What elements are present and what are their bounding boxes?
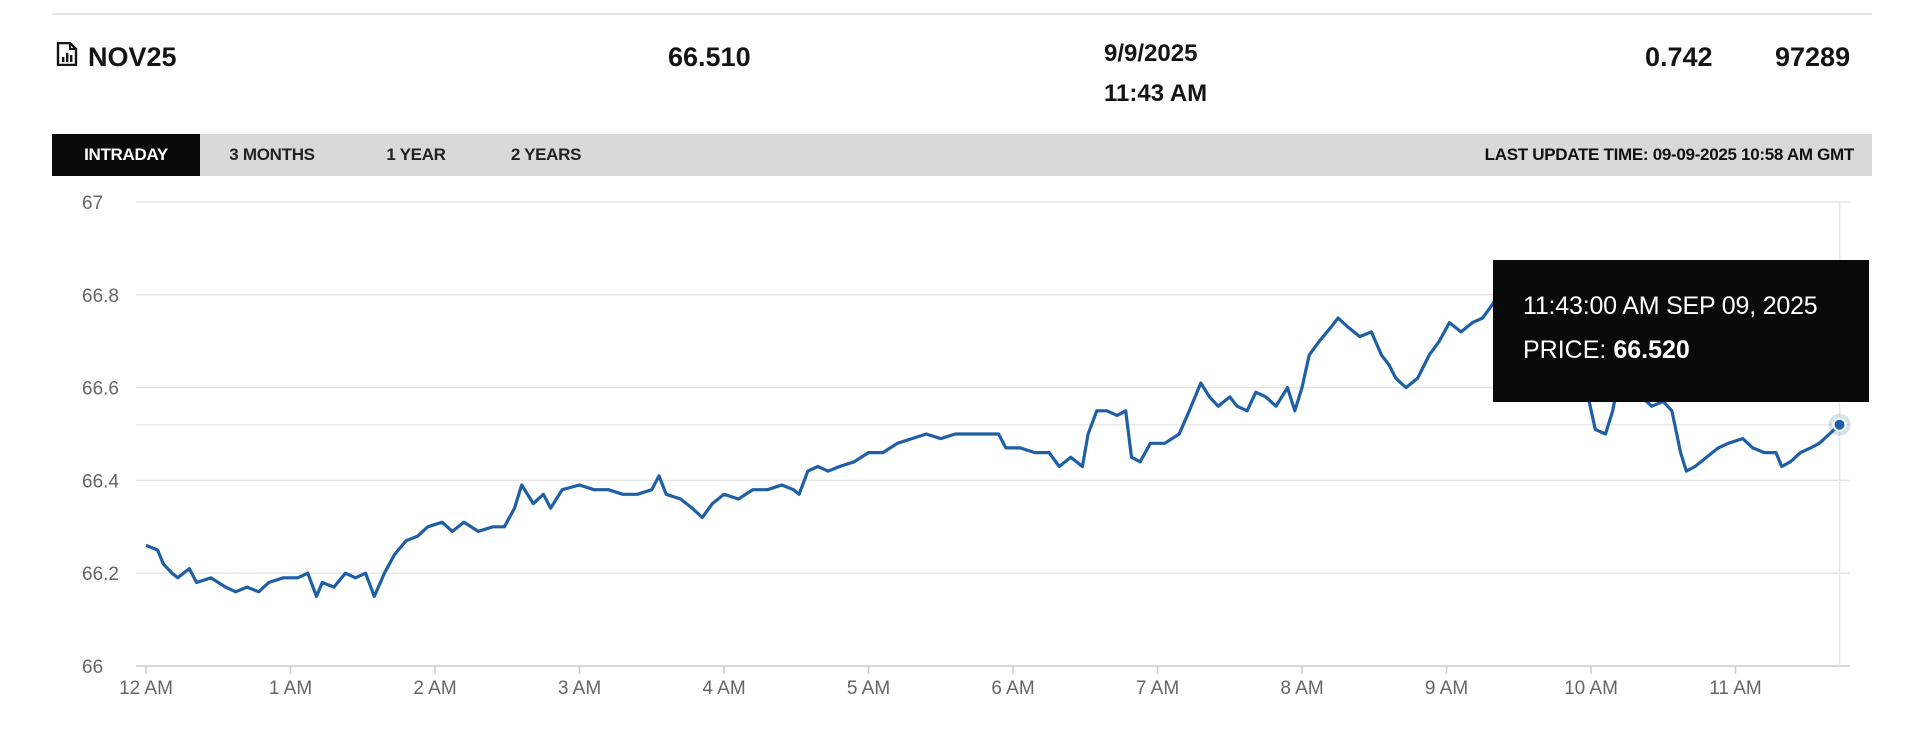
symbol-name: NOV25 — [88, 42, 177, 72]
tab-1-year[interactable]: 1 YEAR — [386, 145, 446, 164]
x-tick-label: 10 AM — [1564, 678, 1618, 699]
quote-date: 9/9/2025 — [1104, 40, 1198, 67]
x-tick-label: 9 AM — [1425, 678, 1468, 699]
x-tick-label: 8 AM — [1280, 678, 1323, 699]
tab-intraday[interactable]: INTRADAY — [52, 134, 200, 176]
x-tick-label: 5 AM — [847, 678, 890, 699]
highlight-point[interactable] — [1832, 417, 1847, 432]
tooltip-time: 11:43:00 AM SEP 09, 2025 — [1523, 292, 1818, 320]
symbol-heading: NOV25 — [56, 41, 177, 73]
report-chart-icon — [56, 41, 78, 73]
range-tab-bar: INTRADAY 3 MONTHS 1 YEAR 2 YEARS LAST UP… — [52, 134, 1872, 176]
x-tick-label: 1 AM — [269, 678, 312, 699]
tooltip-price-value: 66.520 — [1613, 336, 1690, 364]
x-tick-label: 11 AM — [1709, 678, 1761, 699]
tooltip-price: PRICE: 66.520 — [1523, 336, 1869, 365]
price-tooltip: 11:43:00 AM SEP 09, 2025 PRICE: 66.520 — [1493, 260, 1869, 402]
y-tick-label: 66.4 — [82, 471, 119, 492]
y-tick-label: 66 — [82, 657, 103, 678]
tab-2-years[interactable]: 2 YEARS — [510, 145, 582, 164]
x-tick-label: 6 AM — [991, 678, 1034, 699]
y-tick-label: 66.2 — [82, 564, 119, 585]
x-tick-label: 12 AM — [119, 678, 173, 699]
quote-datetime: 9/9/2025 11:43 AM — [1104, 34, 1207, 114]
last-price: 66.510 — [668, 42, 751, 72]
tooltip-price-label: PRICE: — [1523, 336, 1607, 364]
tab-3-months[interactable]: 3 MONTHS — [229, 145, 315, 164]
y-tick-label: 66.6 — [82, 379, 119, 400]
x-tick-label: 3 AM — [558, 678, 601, 699]
y-tick-label: 67 — [82, 193, 103, 214]
top-divider — [52, 13, 1872, 15]
x-tick-label: 4 AM — [702, 678, 745, 699]
volume: 97289 — [1775, 42, 1851, 72]
price-change: 0.742 — [1645, 42, 1713, 72]
quote-time: 11:43 AM — [1104, 80, 1208, 107]
y-tick-label: 66.8 — [82, 286, 119, 307]
x-tick-label: 7 AM — [1136, 678, 1179, 699]
x-tick-label: 2 AM — [413, 678, 456, 699]
last-update-time: LAST UPDATE TIME: 09-09-2025 10:58 AM GM… — [1484, 145, 1855, 164]
